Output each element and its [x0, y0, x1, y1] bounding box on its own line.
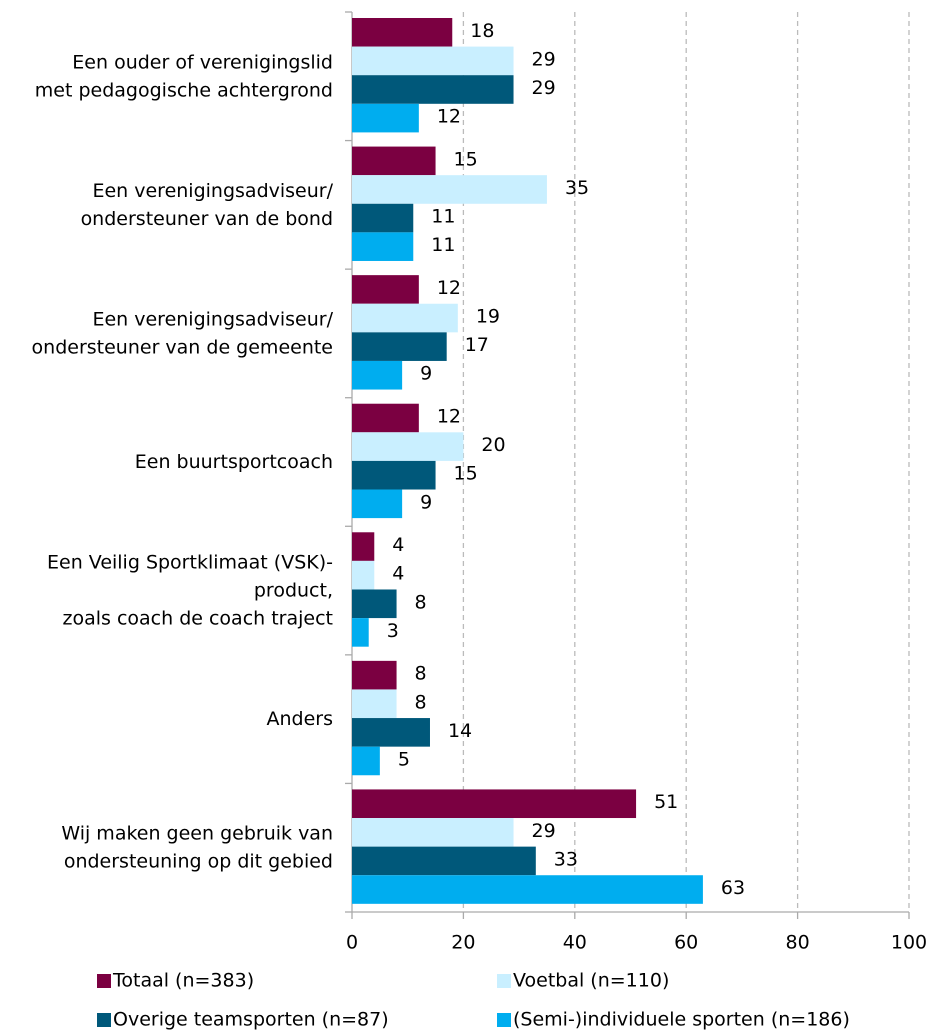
data-label: 4 [392, 534, 404, 556]
data-label: 11 [431, 234, 455, 256]
bar [352, 103, 419, 133]
data-label: 29 [532, 48, 556, 70]
data-label: 29 [532, 77, 556, 99]
legend-swatch [97, 1013, 111, 1027]
bar [352, 532, 375, 561]
bar [352, 46, 514, 76]
category-label-line: ondersteuner van de bond [81, 207, 333, 229]
data-label: 5 [398, 748, 410, 770]
bar [352, 875, 703, 904]
data-label: 17 [465, 334, 489, 356]
legend-label: (Semi-)individuele sporten (n=186) [513, 1009, 850, 1030]
data-label: 51 [654, 791, 678, 813]
category-label-line: Anders [267, 708, 334, 730]
bar [352, 460, 436, 490]
bar [352, 75, 514, 104]
data-label: 35 [565, 177, 589, 199]
data-label: 12 [437, 106, 461, 128]
category-label: Een buurtsportcoach [135, 451, 333, 473]
bar [352, 560, 375, 590]
bar [352, 332, 447, 361]
category-label: Een verenigingsadviseur/ondersteuner van… [32, 308, 334, 358]
data-label: 15 [454, 148, 478, 170]
category-label-line: met pedagogische achtergrond [35, 79, 333, 101]
data-label: 8 [415, 663, 427, 685]
data-label: 9 [420, 363, 432, 385]
category-label-line: Een ouder of verenigingslid [72, 51, 333, 73]
bar [352, 660, 397, 690]
bar [352, 18, 453, 47]
x-tick-label: 60 [674, 932, 698, 954]
data-label: 12 [437, 406, 461, 428]
bar [352, 818, 514, 847]
bar [352, 275, 419, 304]
category-label-line: product, [254, 579, 333, 601]
legend-swatch [97, 974, 111, 988]
legend-label: Totaal (n=383) [112, 970, 254, 992]
bar [352, 403, 419, 433]
data-label: 18 [470, 20, 494, 42]
category-label: Een Veilig Sportklimaat (VSK)- product, zo… [47, 551, 333, 629]
data-label: 9 [420, 491, 432, 513]
bar [352, 489, 403, 519]
category-label-line: ondersteuning op dit gebied [64, 850, 333, 872]
category-label-line: Een verenigingsadviseur/ [92, 179, 333, 201]
data-label: 33 [554, 848, 578, 870]
data-label: 8 [415, 691, 427, 713]
bar [352, 746, 380, 776]
legend-swatch [497, 1013, 511, 1027]
x-tick-label: 80 [786, 932, 810, 954]
bar [352, 432, 464, 461]
bar [352, 303, 458, 333]
data-label: 29 [532, 820, 556, 842]
x-tick-label: 20 [451, 932, 475, 954]
category-label-line: Een verenigingsadviseur/ [92, 308, 333, 330]
data-label: 14 [448, 720, 472, 742]
bar [352, 689, 397, 719]
x-tick-label: 0 [346, 932, 358, 954]
data-label: 8 [415, 591, 427, 613]
bar [352, 360, 403, 390]
category-label: Een verenigingsadviseur/ondersteuner van… [81, 179, 334, 229]
data-label: 3 [387, 620, 399, 642]
legend-label: Voetbal (n=110) [513, 970, 669, 992]
bar [352, 846, 536, 876]
data-label: 4 [392, 563, 404, 585]
category-label-line: Wij maken geen gebruik van [61, 822, 333, 844]
bar [352, 618, 369, 647]
category-label: Wij maken geen gebruik van ondersteuning … [61, 822, 333, 872]
category-label-line: zoals coach de coach traject [63, 607, 334, 629]
bar [352, 146, 436, 176]
data-label: 12 [437, 277, 461, 299]
bar [352, 232, 414, 261]
data-label: 20 [481, 434, 505, 456]
x-tick-label: 100 [891, 932, 927, 954]
category-label-line: Een buurtsportcoach [135, 451, 333, 473]
data-label: 63 [721, 877, 745, 899]
legend-swatch [497, 974, 511, 988]
bar [352, 718, 430, 747]
data-label: 19 [476, 306, 500, 328]
bar [352, 589, 397, 619]
category-label-line: Een Veilig Sportklimaat (VSK)- [47, 551, 333, 573]
category-label-line: ondersteuner van de gemeente [32, 336, 333, 358]
bar [352, 789, 637, 819]
category-label: Anders [267, 708, 334, 730]
category-label: Een ouder of verenigingslid met pedagogis… [35, 51, 333, 101]
legend-label: Overige teamsporten (n=87) [113, 1009, 389, 1030]
data-label: 15 [454, 463, 478, 485]
bar [352, 203, 414, 233]
data-label: 11 [431, 206, 455, 228]
x-tick-label: 40 [563, 932, 587, 954]
bar [352, 175, 547, 204]
